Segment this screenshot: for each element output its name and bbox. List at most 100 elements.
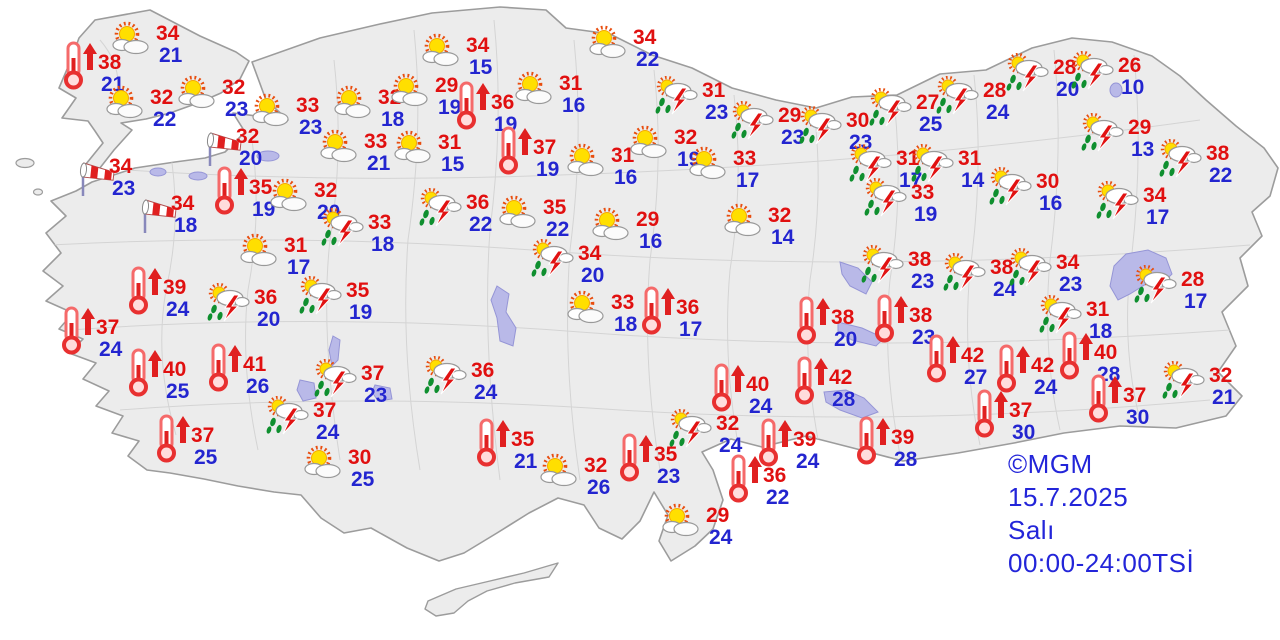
min-temperature: 22 bbox=[1209, 164, 1233, 187]
max-temperature: 31 bbox=[438, 131, 462, 154]
sun-cloud-icon bbox=[687, 146, 727, 185]
min-temperature: 23 bbox=[781, 126, 805, 149]
sun-thunderstorm-rain-icon bbox=[868, 87, 912, 133]
max-temperature: 31 bbox=[1086, 298, 1110, 321]
karakaya-reservoir bbox=[837, 321, 885, 347]
min-temperature: 17 bbox=[287, 256, 311, 279]
sun-thunderstorm-rain-icon bbox=[1095, 180, 1139, 226]
min-temperature: 18 bbox=[614, 313, 638, 336]
sun-cloud-icon bbox=[565, 143, 605, 182]
max-temperature: 26 bbox=[1118, 54, 1142, 77]
min-temperature: 13 bbox=[1131, 138, 1155, 161]
sun-thunderstorm-rain-icon bbox=[206, 282, 250, 328]
max-temperature: 33 bbox=[733, 147, 757, 170]
max-temperature: 32 bbox=[222, 76, 246, 99]
max-temperature: 38 bbox=[831, 306, 855, 329]
min-temperature: 17 bbox=[679, 318, 703, 341]
keban-reservoir bbox=[839, 261, 873, 295]
max-temperature: 33 bbox=[364, 130, 388, 153]
windsock-icon bbox=[136, 193, 180, 240]
max-temperature: 35 bbox=[249, 176, 273, 199]
min-temperature: 23 bbox=[112, 177, 136, 200]
max-temperature: 38 bbox=[98, 51, 122, 74]
max-temperature: 36 bbox=[254, 286, 278, 309]
min-temperature: 19 bbox=[438, 96, 462, 119]
sun-cloud-icon bbox=[722, 203, 762, 242]
hot-thermometer-icon bbox=[456, 80, 492, 135]
max-temperature: 29 bbox=[1128, 116, 1152, 139]
sun-cloud-icon bbox=[268, 178, 308, 217]
sun-cloud-icon bbox=[332, 85, 372, 124]
hot-thermometer-icon bbox=[128, 347, 164, 402]
min-temperature: 28 bbox=[832, 388, 856, 411]
max-temperature: 37 bbox=[1009, 399, 1033, 422]
sun-cloud-icon bbox=[110, 21, 150, 60]
sun-thunderstorm-rain-icon bbox=[1158, 138, 1202, 184]
max-temperature: 42 bbox=[961, 344, 985, 367]
min-temperature: 30 bbox=[1012, 421, 1036, 444]
max-temperature: 30 bbox=[846, 109, 870, 132]
lake-aksehir bbox=[371, 384, 393, 402]
max-temperature: 34 bbox=[1056, 251, 1080, 274]
max-temperature: 27 bbox=[916, 91, 940, 114]
min-temperature: 24 bbox=[749, 395, 773, 418]
min-temperature: 14 bbox=[961, 169, 985, 192]
max-temperature: 40 bbox=[746, 373, 770, 396]
sun-thunderstorm-rain-icon bbox=[1133, 264, 1177, 310]
max-temperature: 35 bbox=[346, 279, 370, 302]
hot-thermometer-icon bbox=[1088, 373, 1124, 428]
min-temperature: 23 bbox=[705, 101, 729, 124]
max-temperature: 33 bbox=[296, 94, 320, 117]
min-temperature: 10 bbox=[1121, 76, 1145, 99]
max-temperature: 40 bbox=[163, 358, 187, 381]
min-temperature: 23 bbox=[849, 131, 873, 154]
max-temperature: 36 bbox=[471, 359, 495, 382]
max-temperature: 37 bbox=[191, 424, 215, 447]
min-temperature: 25 bbox=[351, 468, 375, 491]
hot-thermometer-icon bbox=[641, 285, 677, 340]
max-temperature: 36 bbox=[763, 464, 787, 487]
sun-thunderstorm-rain-icon bbox=[530, 238, 574, 284]
sun-thunderstorm-rain-icon bbox=[935, 75, 979, 121]
lake-iznik bbox=[256, 150, 280, 162]
max-temperature: 38 bbox=[990, 256, 1014, 279]
sun-thunderstorm-rain-icon bbox=[848, 143, 892, 189]
sun-thunderstorm-rain-icon bbox=[730, 100, 774, 146]
max-temperature: 35 bbox=[654, 443, 678, 466]
sun-cloud-icon bbox=[302, 445, 342, 484]
max-temperature: 34 bbox=[109, 155, 133, 178]
min-temperature: 16 bbox=[639, 230, 663, 253]
min-temperature: 21 bbox=[514, 450, 538, 473]
max-temperature: 31 bbox=[958, 147, 982, 170]
sun-cloud-icon bbox=[420, 33, 460, 72]
sun-cloud-icon bbox=[238, 233, 278, 272]
min-temperature: 20 bbox=[239, 147, 263, 170]
max-temperature: 35 bbox=[543, 196, 567, 219]
min-temperature: 30 bbox=[1126, 406, 1150, 429]
sun-cloud-icon bbox=[513, 71, 553, 110]
anatolia-landmass bbox=[42, 6, 1279, 562]
max-temperature: 31 bbox=[559, 72, 583, 95]
sun-thunderstorm-rain-icon bbox=[654, 75, 698, 121]
sun-cloud-icon bbox=[660, 503, 700, 542]
min-temperature: 23 bbox=[225, 98, 249, 121]
max-temperature: 37 bbox=[361, 362, 385, 385]
hot-thermometer-icon bbox=[208, 342, 244, 397]
min-temperature: 23 bbox=[911, 270, 935, 293]
max-temperature: 31 bbox=[896, 147, 920, 170]
min-temperature: 22 bbox=[153, 108, 177, 131]
thrace-landmass bbox=[58, 9, 250, 174]
max-temperature: 37 bbox=[96, 316, 120, 339]
max-temperature: 34 bbox=[156, 22, 180, 45]
sun-thunderstorm-rain-icon bbox=[1005, 52, 1049, 98]
copyright-text: ©MGM bbox=[1008, 449, 1093, 479]
max-temperature: 34 bbox=[578, 242, 602, 265]
max-temperature: 34 bbox=[171, 192, 195, 215]
max-temperature: 32 bbox=[1209, 364, 1233, 387]
hot-thermometer-icon bbox=[794, 355, 830, 410]
sun-cloud-icon bbox=[628, 125, 668, 164]
min-temperature: 23 bbox=[299, 116, 323, 139]
min-temperature: 24 bbox=[986, 101, 1010, 124]
min-temperature: 19 bbox=[349, 301, 373, 324]
min-temperature: 20 bbox=[257, 308, 281, 331]
